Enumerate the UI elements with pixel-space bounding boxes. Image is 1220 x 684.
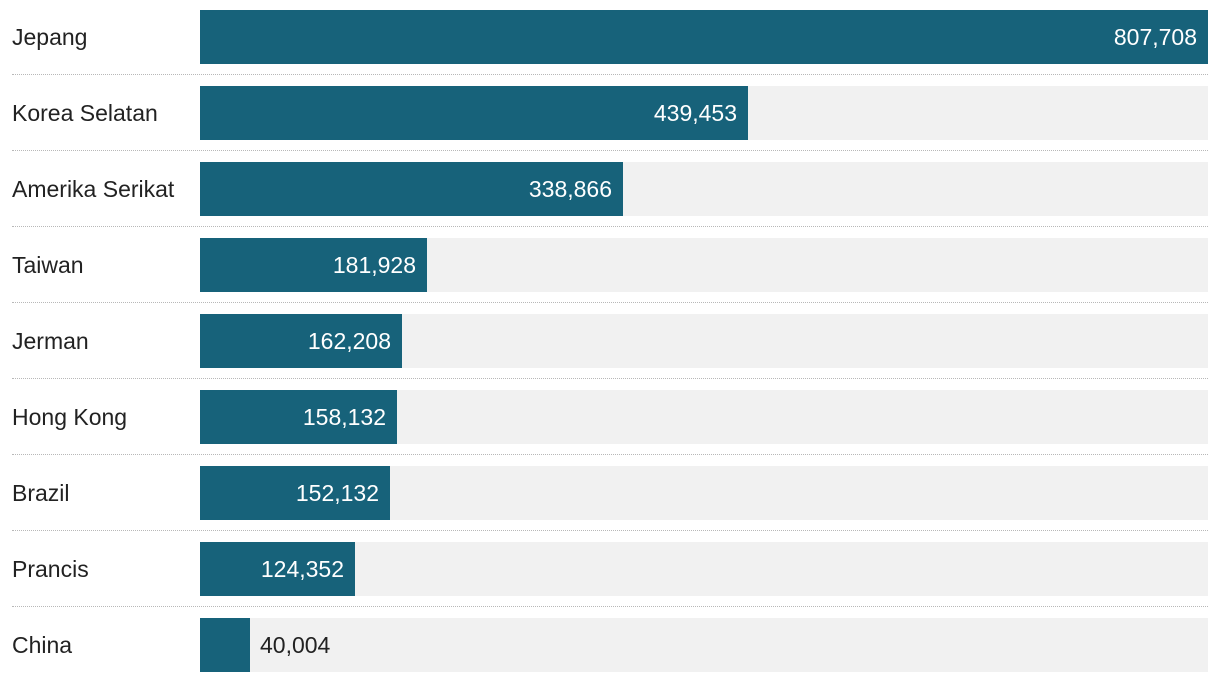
category-label: Hong Kong <box>12 404 128 430</box>
bar-track: 162,208 <box>200 314 1208 368</box>
bar <box>200 542 355 596</box>
bar-track: 807,708 <box>200 10 1208 64</box>
bar-track: 439,453 <box>200 86 1208 140</box>
bar-row: Prancis 124,352 <box>0 532 1220 608</box>
category-label: Brazil <box>12 480 70 506</box>
bar-track: 124,352 <box>200 542 1208 596</box>
bar-row: Korea Selatan 439,453 <box>0 76 1220 152</box>
bar-track: 338,866 <box>200 162 1208 216</box>
category-label: China <box>12 632 73 658</box>
bar <box>200 618 250 672</box>
row-divider <box>12 150 1208 151</box>
data-label: 181,928 <box>332 252 416 278</box>
data-label: 162,208 <box>307 328 391 354</box>
bar <box>200 314 402 368</box>
bar <box>200 162 623 216</box>
category-label: Jepang <box>12 24 88 50</box>
bar-track: 152,132 <box>200 466 1208 520</box>
category-label: Amerika Serikat <box>12 176 175 202</box>
category-label: Jerman <box>12 328 89 354</box>
bar <box>200 390 397 444</box>
bar-track: 158,132 <box>200 390 1208 444</box>
data-label: 807,708 <box>1113 24 1197 50</box>
row-divider <box>12 378 1208 379</box>
data-label: 124,352 <box>260 556 344 582</box>
bar-row: Amerika Serikat 338,866 <box>0 152 1220 228</box>
bar <box>200 466 390 520</box>
category-label: Taiwan <box>12 252 84 278</box>
row-divider <box>12 606 1208 607</box>
bar-row: Jerman 162,208 <box>0 304 1220 380</box>
row-divider <box>12 454 1208 455</box>
row-divider <box>12 226 1208 227</box>
bar-row: Taiwan 181,928 <box>0 228 1220 304</box>
row-divider <box>12 74 1208 75</box>
bar <box>200 10 1208 64</box>
data-label: 338,866 <box>528 176 612 202</box>
data-label: 40,004 <box>260 632 331 658</box>
bar <box>200 86 748 140</box>
category-label: Korea Selatan <box>12 100 158 126</box>
data-label: 158,132 <box>302 404 386 430</box>
bar-row: Hong Kong 158,132 <box>0 380 1220 456</box>
bar-row: Brazil 152,132 <box>0 456 1220 532</box>
bar-row: Jepang 807,708 <box>0 0 1220 76</box>
bar-track: 40,004 <box>200 618 1208 672</box>
row-divider <box>12 530 1208 531</box>
data-label: 439,453 <box>653 100 737 126</box>
data-label: 152,132 <box>295 480 379 506</box>
row-divider <box>12 302 1208 303</box>
category-label: Prancis <box>12 556 89 582</box>
bar-row: China 40,004 <box>0 608 1220 684</box>
bar-track: 181,928 <box>200 238 1208 292</box>
bar <box>200 238 427 292</box>
